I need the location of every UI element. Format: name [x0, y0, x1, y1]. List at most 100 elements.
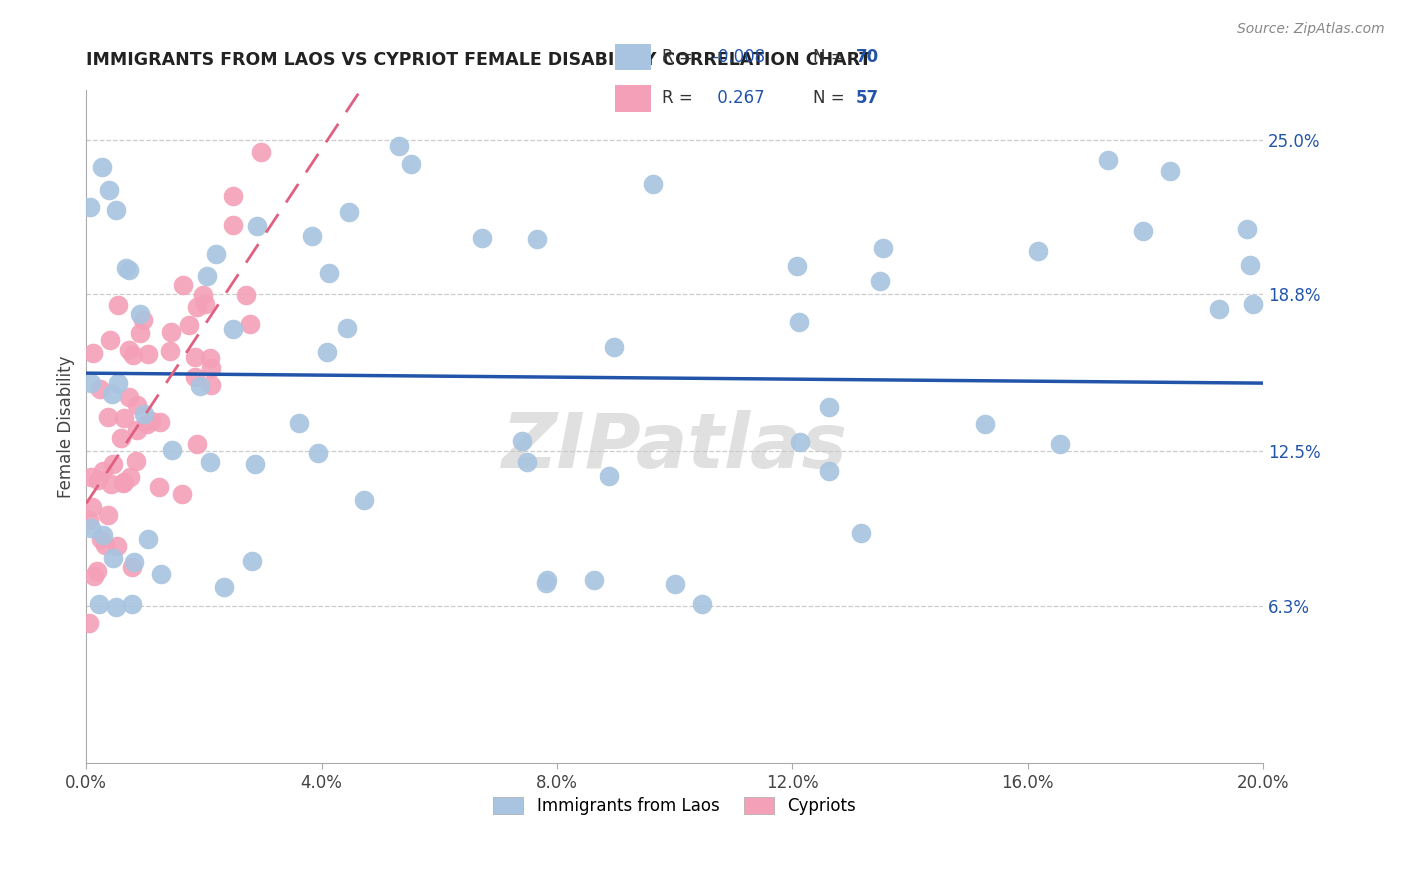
Point: [869, 274, 891, 288]
Y-axis label: Female Disability: Female Disability: [58, 355, 75, 498]
Point: [98, 333, 121, 347]
Point: [250, 145, 273, 159]
Legend: Immigrants from Laos, Cypriots: Immigrants from Laos, Cypriots: [486, 790, 863, 822]
Text: R =: R =: [662, 48, 697, 66]
Point: [789, 435, 811, 450]
Point: [973, 417, 995, 431]
Point: [172, 277, 194, 292]
Point: [1208, 302, 1230, 317]
Point: [128, 307, 150, 321]
Point: [664, 576, 686, 591]
Point: [105, 539, 128, 553]
Point: [118, 343, 141, 357]
Point: [184, 350, 207, 364]
Point: [87, 597, 110, 611]
Point: [127, 397, 149, 411]
Point: [818, 464, 841, 478]
Point: [139, 414, 162, 428]
Text: Source: ZipAtlas.com: Source: ZipAtlas.com: [1237, 22, 1385, 37]
Point: [872, 241, 894, 255]
Point: [80, 470, 103, 484]
Point: [583, 574, 606, 588]
Point: [353, 492, 375, 507]
Point: [77, 615, 100, 630]
Point: [1241, 297, 1264, 311]
Point: [125, 454, 148, 468]
Point: [82, 500, 104, 514]
Text: N =: N =: [813, 48, 849, 66]
Point: [246, 219, 269, 233]
Point: [603, 340, 626, 354]
Point: [97, 508, 120, 522]
Point: [239, 317, 262, 331]
Point: [122, 348, 145, 362]
Point: [118, 390, 141, 404]
Point: [112, 475, 135, 489]
Point: [111, 476, 134, 491]
Point: [204, 247, 226, 261]
Point: [221, 219, 243, 233]
Point: [598, 469, 620, 483]
Point: [131, 312, 153, 326]
Point: [112, 410, 135, 425]
Point: [235, 288, 257, 302]
Text: -0.008: -0.008: [713, 48, 765, 66]
Point: [222, 322, 245, 336]
Point: [77, 513, 100, 527]
Point: [159, 325, 181, 339]
Point: [200, 378, 222, 392]
Text: IMMIGRANTS FROM LAOS VS CYPRIOT FEMALE DISABILITY CORRELATION CHART: IMMIGRANTS FROM LAOS VS CYPRIOT FEMALE D…: [86, 51, 872, 69]
Point: [91, 528, 114, 542]
Bar: [616, 44, 651, 70]
Point: [221, 188, 243, 202]
Point: [170, 487, 193, 501]
Point: [91, 464, 114, 478]
Point: [86, 564, 108, 578]
Point: [121, 560, 143, 574]
Point: [1097, 153, 1119, 167]
Point: [121, 597, 143, 611]
Point: [339, 204, 361, 219]
Point: [149, 566, 172, 581]
Point: [198, 455, 221, 469]
Point: [1239, 258, 1261, 272]
Point: [101, 387, 124, 401]
Point: [82, 345, 104, 359]
Point: [307, 446, 329, 460]
Point: [526, 232, 548, 246]
Point: [240, 553, 263, 567]
Point: [107, 298, 129, 312]
Point: [132, 408, 155, 422]
Text: ZIPatlas: ZIPatlas: [502, 409, 848, 483]
Text: 0.267: 0.267: [713, 89, 765, 107]
Point: [195, 268, 218, 283]
Point: [87, 473, 110, 487]
Point: [1132, 224, 1154, 238]
Point: [100, 476, 122, 491]
Point: [318, 266, 340, 280]
Point: [851, 526, 873, 541]
Point: [471, 231, 494, 245]
Bar: [616, 85, 651, 112]
Point: [136, 346, 159, 360]
Point: [110, 431, 132, 445]
Point: [301, 229, 323, 244]
Point: [536, 573, 558, 587]
Point: [97, 183, 120, 197]
Point: [787, 314, 810, 328]
Point: [191, 288, 214, 302]
Point: [149, 415, 172, 429]
Point: [97, 409, 120, 424]
Point: [162, 443, 184, 458]
Point: [90, 532, 112, 546]
Point: [186, 301, 208, 315]
Point: [1159, 164, 1181, 178]
Point: [387, 139, 409, 153]
Point: [243, 457, 266, 471]
Point: [817, 400, 839, 414]
Point: [101, 551, 124, 566]
Point: [127, 423, 149, 437]
Point: [1236, 222, 1258, 236]
Point: [79, 200, 101, 214]
Point: [188, 379, 211, 393]
